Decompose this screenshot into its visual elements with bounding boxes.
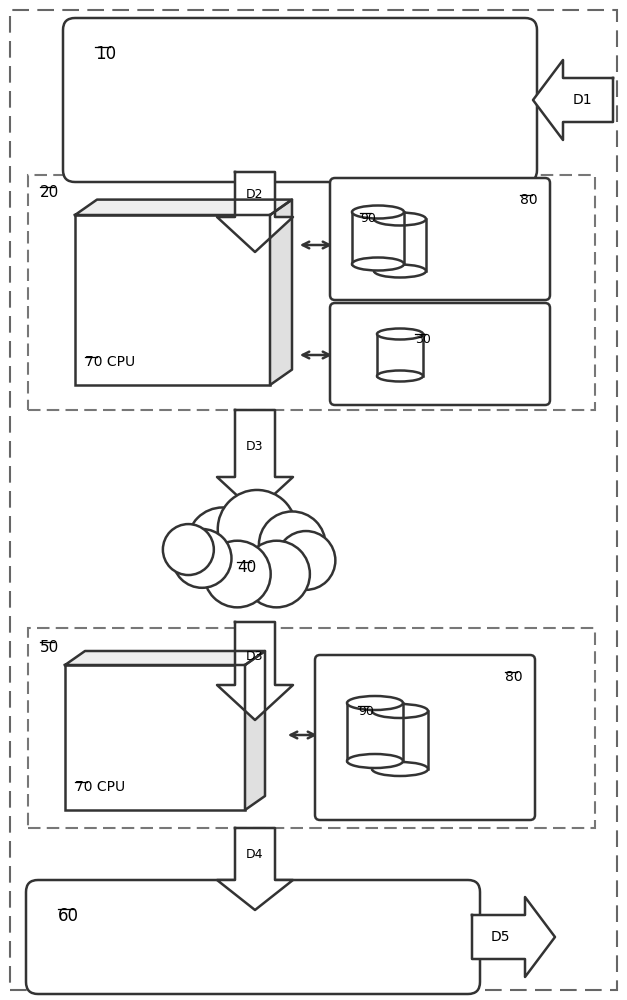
FancyBboxPatch shape <box>26 880 480 994</box>
Ellipse shape <box>352 257 404 270</box>
Text: D3: D3 <box>246 440 264 452</box>
Circle shape <box>163 524 214 575</box>
Ellipse shape <box>347 696 403 710</box>
Bar <box>377 334 423 376</box>
Ellipse shape <box>374 264 426 277</box>
Polygon shape <box>472 897 555 977</box>
Text: D5: D5 <box>490 930 510 944</box>
Ellipse shape <box>372 704 428 718</box>
Text: 70 CPU: 70 CPU <box>85 355 135 369</box>
Ellipse shape <box>377 328 423 340</box>
Text: 10: 10 <box>95 45 116 63</box>
Polygon shape <box>217 828 293 910</box>
Text: 70 CPU: 70 CPU <box>75 780 125 794</box>
Bar <box>352 212 404 264</box>
Ellipse shape <box>352 206 404 219</box>
Ellipse shape <box>347 754 403 768</box>
Circle shape <box>277 531 335 590</box>
Polygon shape <box>245 651 265 810</box>
Circle shape <box>187 507 258 578</box>
Ellipse shape <box>372 762 428 776</box>
Text: 60: 60 <box>58 907 79 925</box>
Polygon shape <box>217 172 293 252</box>
Polygon shape <box>217 622 293 720</box>
Circle shape <box>243 541 310 607</box>
Polygon shape <box>533 60 613 140</box>
Polygon shape <box>65 651 265 665</box>
Polygon shape <box>270 200 292 385</box>
Bar <box>65 665 245 810</box>
FancyBboxPatch shape <box>330 178 550 300</box>
FancyBboxPatch shape <box>315 655 535 820</box>
Text: D1: D1 <box>572 93 592 107</box>
Text: 90: 90 <box>358 705 374 718</box>
Ellipse shape <box>377 370 423 381</box>
Bar <box>28 175 595 410</box>
Bar <box>347 703 403 761</box>
Text: 20: 20 <box>40 185 59 200</box>
Bar <box>75 215 270 385</box>
Polygon shape <box>217 410 293 512</box>
Text: D4: D4 <box>246 848 264 861</box>
Circle shape <box>218 490 296 568</box>
Text: D2: D2 <box>246 188 264 200</box>
Circle shape <box>172 529 231 588</box>
Circle shape <box>259 511 325 578</box>
Text: 80: 80 <box>520 193 537 207</box>
Bar <box>28 628 595 828</box>
Polygon shape <box>75 200 292 215</box>
Text: 80: 80 <box>505 670 523 684</box>
Text: 40: 40 <box>237 560 256 575</box>
Text: 90: 90 <box>360 212 376 225</box>
Ellipse shape <box>374 213 426 226</box>
Bar <box>372 711 428 769</box>
Bar <box>374 219 426 271</box>
Text: 30: 30 <box>415 333 431 346</box>
FancyBboxPatch shape <box>330 303 550 405</box>
Text: 50: 50 <box>40 640 59 655</box>
Text: D3: D3 <box>246 650 264 662</box>
Circle shape <box>204 541 271 607</box>
FancyBboxPatch shape <box>63 18 537 182</box>
